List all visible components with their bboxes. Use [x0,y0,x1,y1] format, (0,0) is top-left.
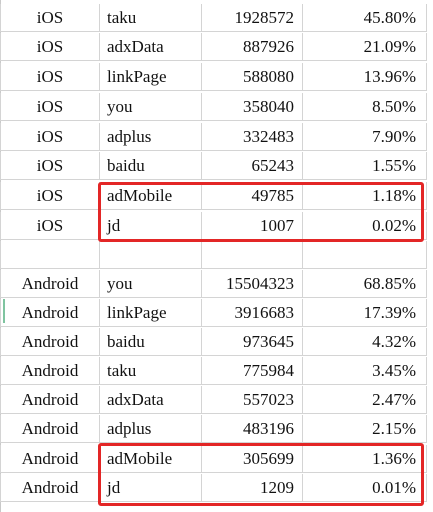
count-cell[interactable]: 1209 [202,474,303,502]
platform-cell[interactable]: Android [0,357,100,385]
platform-cell[interactable]: iOS [0,212,100,240]
platform-cell[interactable]: Android [0,299,100,327]
percent-cell[interactable]: 2.15% [303,415,427,443]
count-cell[interactable]: 887926 [202,33,303,61]
platform-cell[interactable]: iOS [0,4,100,32]
platform-cell[interactable]: iOS [0,152,100,180]
table-row[interactable]: iOS you 358040 8.50% [0,93,433,122]
count-cell[interactable]: 358040 [202,93,303,121]
count-cell[interactable]: 483196 [202,415,303,443]
table-row[interactable]: Android linkPage 3916683 17.39% [0,299,433,328]
percent-cell[interactable]: 2.47% [303,386,427,414]
channel-cell[interactable]: linkPage [100,299,202,327]
row-marker [3,299,5,323]
channel-cell[interactable]: jd [100,474,202,502]
platform-cell[interactable]: iOS [0,123,100,151]
count-cell[interactable]: 15504323 [202,270,303,298]
table-row[interactable]: iOS jd 1007 0.02% [0,212,433,241]
platform-cell[interactable]: iOS [0,33,100,61]
channel-cell[interactable]: adMobile [100,445,202,473]
table-row[interactable]: Android taku 775984 3.45% [0,357,433,386]
platform-cell[interactable]: Android [0,386,100,414]
percent-cell[interactable]: 1.36% [303,445,427,473]
channel-cell[interactable]: taku [100,357,202,385]
channel-cell[interactable]: adMobile [100,182,202,210]
percent-cell[interactable]: 0.01% [303,474,427,502]
percent-cell[interactable]: 0.02% [303,212,427,240]
table-row[interactable]: Android jd 1209 0.01% [0,474,433,503]
percent-cell[interactable]: 8.50% [303,93,427,121]
table-row[interactable]: iOS linkPage 588080 13.96% [0,63,433,92]
channel-cell[interactable]: adplus [100,123,202,151]
platform-cell[interactable]: Android [0,328,100,356]
channel-cell[interactable]: you [100,270,202,298]
channel-cell[interactable]: adplus [100,415,202,443]
table-row[interactable]: iOS baidu 65243 1.55% [0,152,433,181]
empty-row[interactable] [0,241,433,270]
channel-cell[interactable]: adxData [100,33,202,61]
count-cell[interactable]: 973645 [202,328,303,356]
platform-cell[interactable]: iOS [0,63,100,91]
count-cell[interactable]: 332483 [202,123,303,151]
percent-cell[interactable]: 45.80% [303,4,427,32]
count-cell[interactable]: 305699 [202,445,303,473]
platform-cell[interactable]: iOS [0,182,100,210]
channel-cell[interactable]: adxData [100,386,202,414]
channel-cell[interactable]: linkPage [100,63,202,91]
percent-cell[interactable]: 4.32% [303,328,427,356]
empty-cell[interactable] [100,241,202,269]
percent-cell[interactable]: 21.09% [303,33,427,61]
channel-cell[interactable]: jd [100,212,202,240]
percent-cell[interactable]: 1.18% [303,182,427,210]
percent-cell[interactable]: 68.85% [303,270,427,298]
channel-cell[interactable]: taku [100,4,202,32]
count-cell[interactable]: 3916683 [202,299,303,327]
percent-cell[interactable]: 1.55% [303,152,427,180]
count-cell[interactable]: 775984 [202,357,303,385]
count-cell[interactable]: 65243 [202,152,303,180]
channel-cell[interactable]: baidu [100,152,202,180]
table-row[interactable]: Android baidu 973645 4.32% [0,328,433,357]
platform-cell[interactable]: Android [0,445,100,473]
table-row[interactable]: Android you 15504323 68.85% [0,270,433,299]
empty-cell[interactable] [0,241,100,269]
count-cell[interactable]: 1007 [202,212,303,240]
platform-cell[interactable]: Android [0,270,100,298]
percent-cell[interactable]: 13.96% [303,63,427,91]
channel-cell[interactable]: baidu [100,328,202,356]
table-row[interactable]: iOS adplus 332483 7.90% [0,123,433,152]
empty-cell[interactable] [303,241,427,269]
table-row[interactable]: Android adMobile 305699 1.36% [0,445,433,474]
empty-cell[interactable] [202,241,303,269]
table-row[interactable]: iOS taku 1928572 45.80% [0,4,433,33]
platform-cell[interactable]: Android [0,474,100,502]
table-row[interactable]: iOS adxData 887926 21.09% [0,33,433,62]
count-cell[interactable]: 588080 [202,63,303,91]
percent-cell[interactable]: 7.90% [303,123,427,151]
table-row[interactable]: Android adxData 557023 2.47% [0,386,433,415]
count-cell[interactable]: 557023 [202,386,303,414]
table-row[interactable]: Android adplus 483196 2.15% [0,415,433,444]
channel-cell[interactable]: you [100,93,202,121]
table-row[interactable]: iOS adMobile 49785 1.18% [0,182,433,211]
platform-cell[interactable]: Android [0,415,100,443]
count-cell[interactable]: 1928572 [202,4,303,32]
count-cell[interactable]: 49785 [202,182,303,210]
percent-cell[interactable]: 17.39% [303,299,427,327]
percent-cell[interactable]: 3.45% [303,357,427,385]
platform-cell[interactable]: iOS [0,93,100,121]
